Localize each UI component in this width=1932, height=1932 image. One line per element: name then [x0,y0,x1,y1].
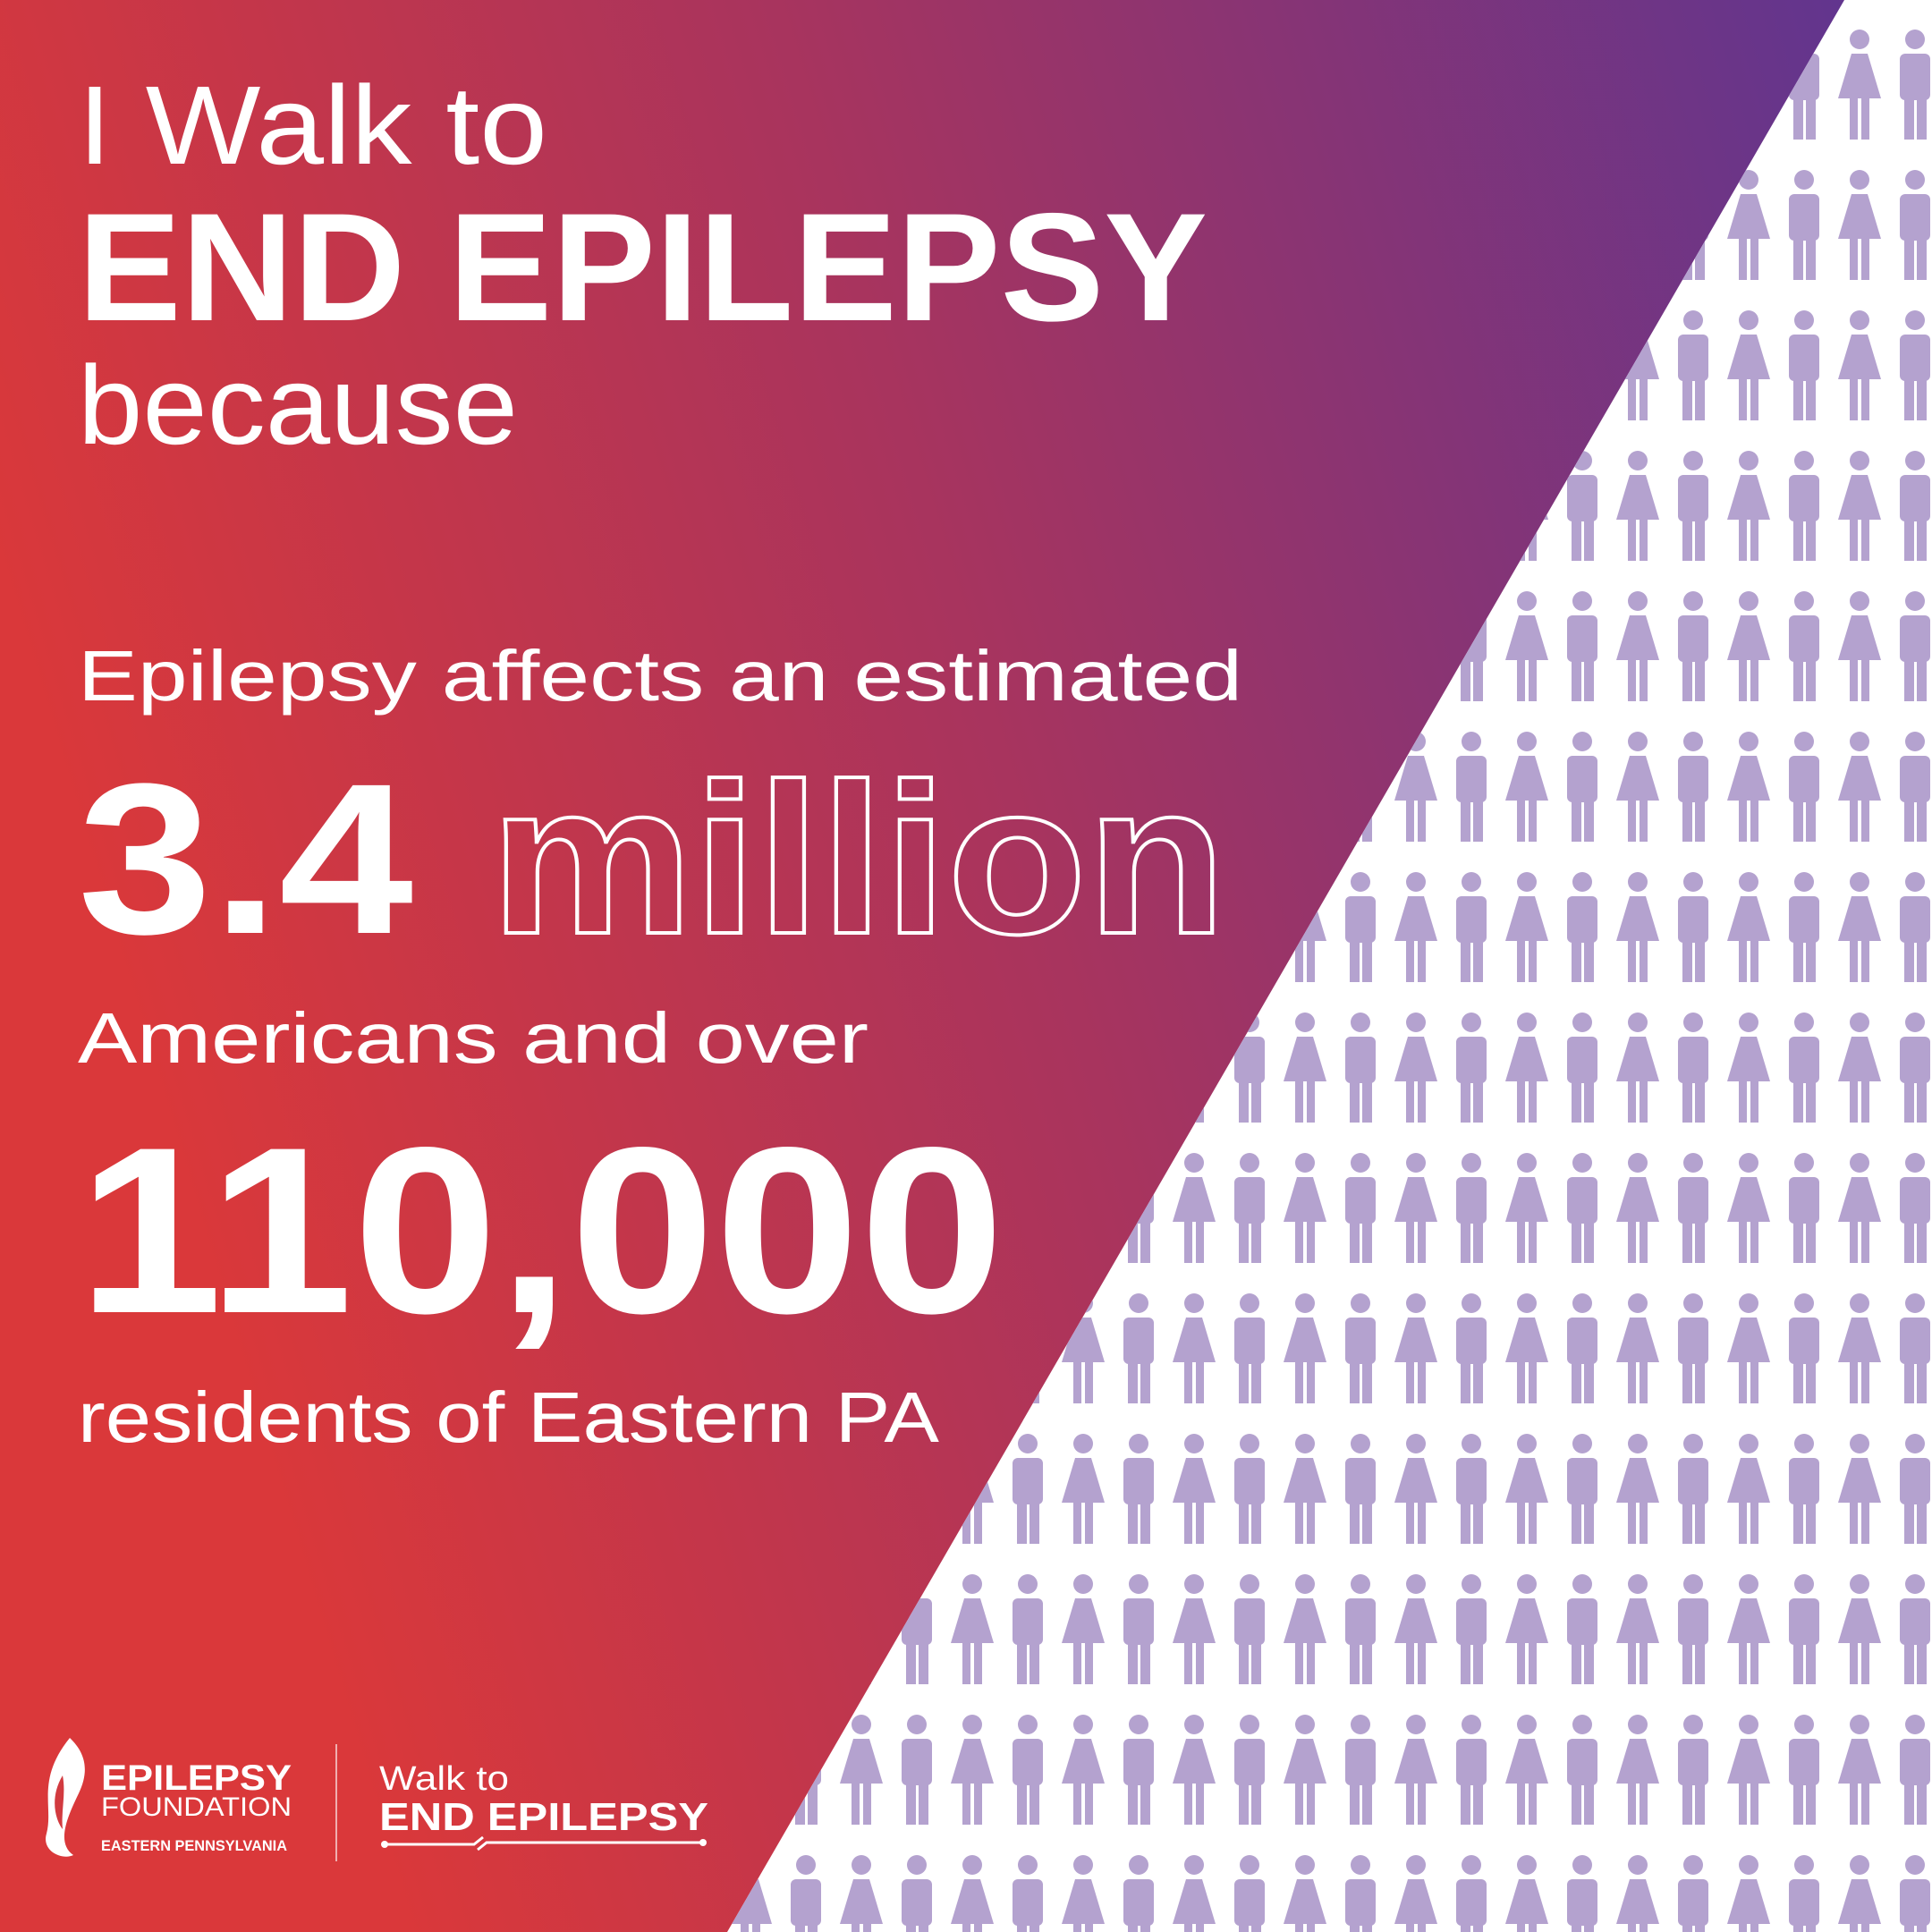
regional-number: 110,000 [78,1098,1004,1363]
headline-line1: I Walk to [78,64,547,188]
flame-inner [55,1775,64,1829]
foundation-region: EASTERN PENNSYLVANIA [101,1837,287,1854]
stat-outro: residents of Eastern PA [78,1377,940,1457]
underline-dot [381,1841,388,1848]
walk-underline [385,1835,703,1852]
headline-line2: END EPILEPSY [78,182,1208,353]
headline-line3: because [78,343,518,468]
underline-dot [699,1839,707,1846]
stat-middle: Americans and over [78,998,869,1078]
foundation-logo: EPILEPSY FOUNDATION EASTERN PENNSYLVANIA [46,1738,292,1857]
flame-icon [46,1738,85,1857]
stat-intro: Epilepsy affects an estimated [78,636,1242,716]
walk-logo: Walk to END EPILEPSY [379,1760,708,1852]
foundation-sub: FOUNDATION [101,1792,292,1822]
foundation-name: EPILEPSY [101,1758,292,1798]
walk-line1: Walk to [379,1760,509,1798]
people-icons [727,0,1932,1932]
national-number: 3.4 [78,739,413,979]
national-unit: million [490,739,1226,979]
walk-line2: END EPILEPSY [379,1795,708,1839]
